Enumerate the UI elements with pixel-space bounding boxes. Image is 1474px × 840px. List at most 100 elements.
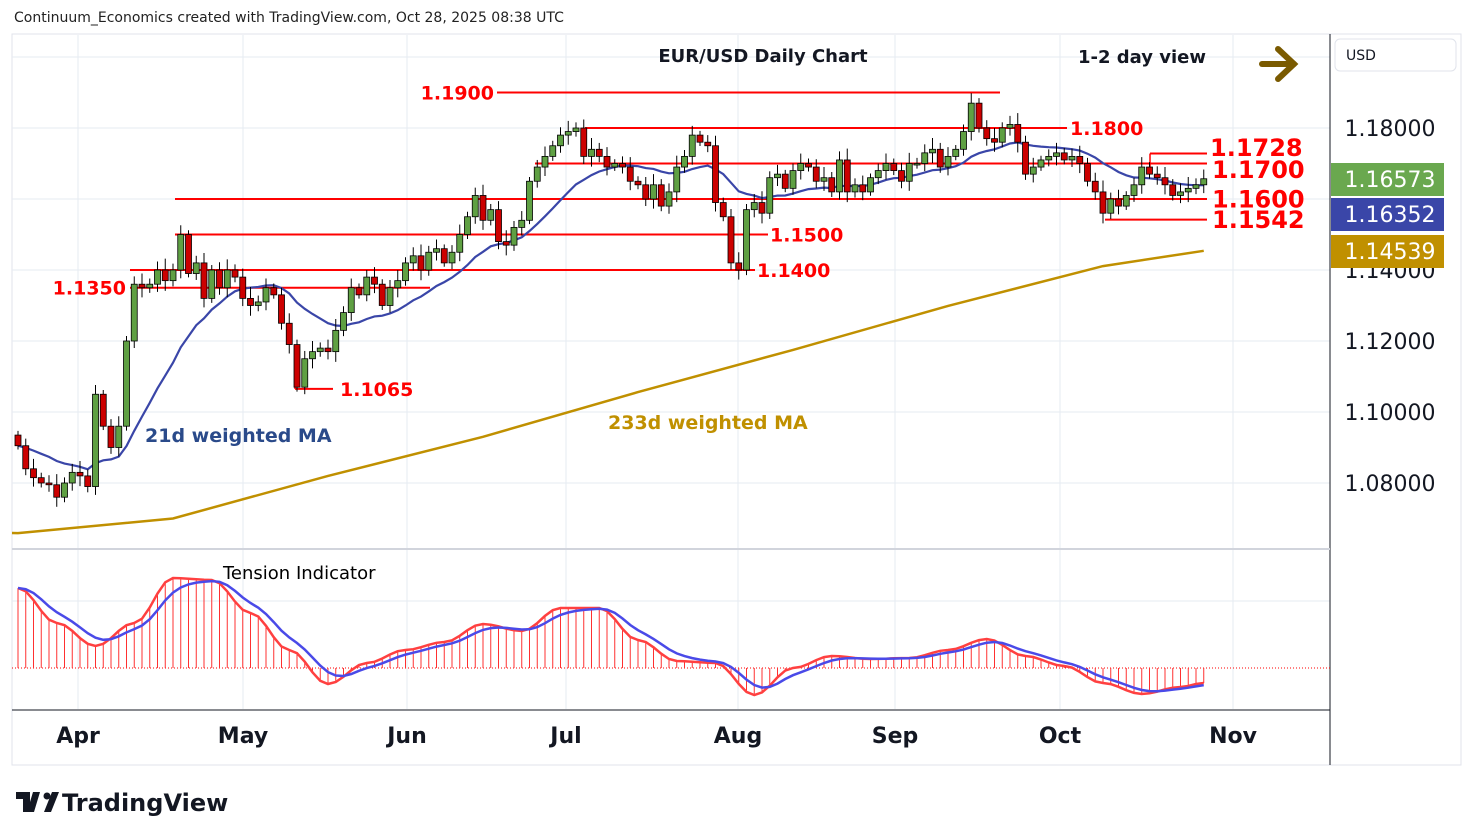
price-tag — [1331, 235, 1444, 268]
candle — [332, 318, 340, 362]
candle-body-up — [526, 180, 533, 221]
candle — [30, 458, 37, 487]
candle-body-up — [681, 155, 688, 168]
currency-button[interactable] — [1334, 38, 1457, 72]
candle — [425, 245, 433, 276]
candle — [890, 158, 898, 176]
candle — [502, 230, 510, 256]
candle — [278, 287, 285, 330]
candle-body-up — [518, 219, 526, 228]
level-label: 1.1728 — [1210, 134, 1303, 162]
candle — [696, 130, 704, 147]
candle-body-down — [30, 468, 37, 479]
candle-body-down — [293, 344, 301, 388]
candle-body-down — [781, 173, 789, 189]
candle-body-up — [177, 234, 185, 271]
candle — [409, 247, 417, 271]
candle-body-up — [464, 216, 471, 235]
level-label: 1.1900 — [421, 82, 494, 104]
candle — [727, 208, 735, 270]
candles-layer — [14, 93, 1208, 507]
candle — [433, 239, 440, 261]
candle-body-down — [735, 262, 743, 271]
ma233-line — [11, 249, 1204, 535]
candle — [564, 120, 572, 145]
candle — [417, 244, 425, 281]
candle — [557, 127, 564, 153]
candle-body-down — [595, 148, 603, 157]
candle — [1076, 145, 1084, 174]
tradingview-logo-icon — [16, 792, 59, 812]
candle — [704, 135, 712, 153]
candle — [944, 147, 952, 176]
candle-body-down — [1161, 177, 1169, 186]
candle — [1107, 192, 1115, 219]
candle-body-down — [1022, 141, 1029, 175]
candle — [363, 270, 371, 302]
candle-body-up — [208, 269, 216, 299]
currency-label: USD — [1346, 48, 1376, 64]
price-tags: 1.16573 1.16352 1.14539 — [1331, 163, 1444, 268]
candle-body-up — [68, 471, 76, 484]
level-label: 1.1800 — [1070, 118, 1143, 140]
candle — [712, 135, 719, 212]
candle — [262, 278, 270, 311]
candle — [1122, 191, 1130, 210]
candle-body-down — [107, 425, 115, 448]
ma233-layer — [11, 249, 1204, 535]
candle — [805, 158, 812, 172]
candle — [115, 416, 123, 457]
candle — [921, 144, 929, 172]
candle — [851, 178, 859, 198]
chart-title: EUR/USD Daily Chart — [658, 46, 868, 67]
candle-body-up — [836, 159, 843, 193]
candle — [580, 119, 588, 165]
candle — [76, 460, 84, 487]
candle-body-up — [340, 312, 347, 331]
candle-body-down — [99, 393, 107, 427]
candle — [1037, 155, 1045, 171]
candle-body-up — [867, 177, 874, 193]
candle — [1084, 157, 1091, 187]
candle-body-up — [487, 209, 495, 221]
candle-body-up — [1177, 191, 1184, 196]
candle-body-down — [216, 269, 223, 289]
candle-body-down — [1115, 198, 1122, 207]
candle — [1006, 115, 1014, 136]
candle — [1060, 147, 1068, 165]
price-tag — [1331, 198, 1444, 231]
chart-subtitle: 1-2 day view — [1078, 47, 1206, 68]
price-tag-value: 1.14539 — [1345, 240, 1436, 265]
candle — [774, 164, 781, 187]
candle-body-down — [657, 184, 665, 207]
candle-body-down — [859, 184, 867, 193]
price-tick-label: 1.10000 — [1345, 401, 1436, 426]
level-label: 1.1542 — [1212, 206, 1305, 234]
candle — [495, 201, 502, 250]
candle-body-up — [471, 195, 479, 218]
candle — [828, 172, 836, 198]
candle — [479, 184, 487, 230]
candle — [1014, 113, 1022, 153]
candle-body-down — [239, 276, 247, 299]
candle-body-down — [200, 262, 208, 299]
candle-body-down — [138, 283, 146, 289]
candle-body-up — [409, 255, 417, 264]
time-tick-label: May — [218, 724, 268, 749]
candle — [758, 191, 766, 224]
candle — [983, 120, 991, 146]
candle-body-up — [1130, 184, 1138, 196]
candle — [882, 153, 890, 180]
candle-body-up — [665, 191, 673, 207]
candle-body-up — [402, 262, 409, 282]
candle — [1177, 183, 1184, 204]
ma21-line — [17, 141, 1204, 471]
candle — [967, 93, 975, 141]
candle-body-up — [448, 251, 456, 264]
time-axis[interactable]: Apr May Jun Jul Aug Sep Oct Nov — [56, 724, 1257, 749]
candle-body-up — [774, 173, 781, 179]
candle — [324, 339, 332, 360]
candle-body-up — [309, 351, 316, 360]
candle-body-up — [394, 280, 402, 289]
